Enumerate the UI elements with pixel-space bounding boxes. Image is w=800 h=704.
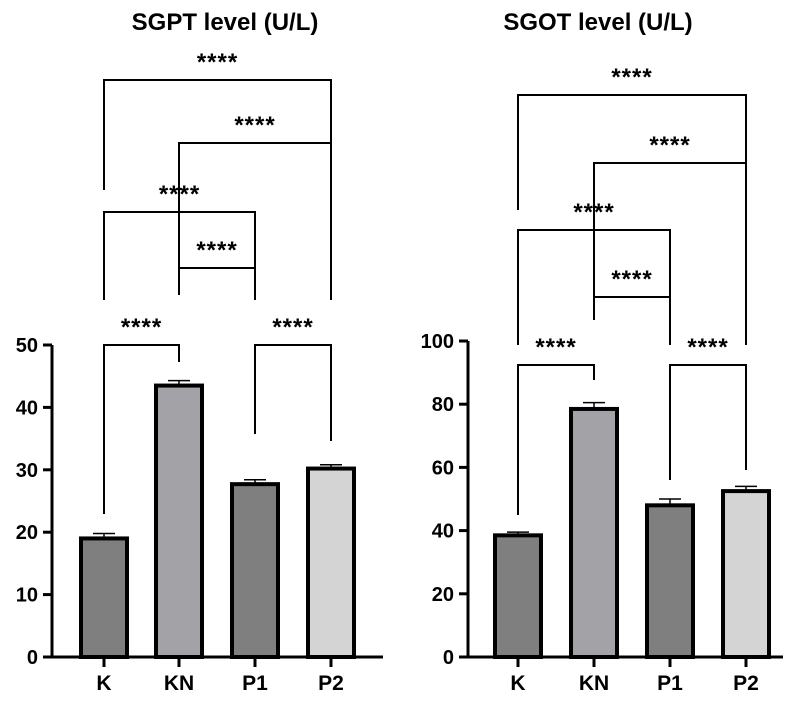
significance-bracket: [593, 296, 671, 320]
x-tick-label: P1: [657, 672, 683, 695]
bar-P1: [230, 482, 280, 660]
y-tick-label: 20: [16, 522, 38, 544]
bar-P2: [721, 489, 771, 659]
significance-label: ****: [611, 64, 652, 91]
bar-KN: [569, 406, 619, 659]
significance-label: ****: [535, 334, 576, 361]
significance-bracket: [593, 162, 747, 345]
x-tick-label: K: [96, 672, 111, 695]
significance-label: ****: [121, 314, 162, 341]
significance-bracket: [103, 79, 332, 190]
chart-title: SGPT level (U/L): [132, 9, 319, 36]
x-tick-label: K: [510, 672, 525, 695]
y-tick-label: 40: [432, 521, 454, 543]
y-tick-label: 50: [16, 335, 38, 357]
bar-P2: [306, 466, 356, 659]
significance-bracket: [103, 344, 180, 514]
y-tick-label: 20: [432, 584, 454, 606]
significance-bracket: [178, 267, 256, 295]
significance-label: ****: [272, 314, 313, 341]
significance-label: ****: [687, 334, 728, 361]
x-tick-label: KN: [579, 672, 609, 695]
chart-panel-1: SGPT level (U/L) 0 10 20 30 40 50 K KN P1 P2 **** **…: [16, 9, 383, 695]
bar-KN: [154, 383, 204, 659]
bar-K: [79, 536, 129, 659]
significance-label: ****: [196, 237, 237, 264]
chart-title: SGOT level (U/L): [503, 9, 692, 36]
significance-bracket: [669, 364, 747, 480]
significance-bracket: [517, 94, 747, 210]
chart-panel-2: SGOT level (U/L) 0 20 40 60 80 100 K KN P1 P2 **** *…: [421, 9, 783, 695]
y-tick-label: 30: [16, 460, 38, 482]
significance-label: ****: [234, 112, 275, 139]
y-tick-label: 10: [16, 585, 38, 607]
x-tick-label: KN: [164, 672, 194, 695]
significance-bracket: [254, 344, 332, 441]
y-tick-label: 60: [432, 457, 454, 479]
x-tick-label: P2: [733, 672, 759, 695]
significance-label: ****: [611, 266, 652, 293]
y-tick-label: 0: [27, 647, 38, 669]
bar-K: [493, 533, 543, 660]
x-tick-label: P1: [242, 672, 268, 695]
significance-bracket: [178, 142, 332, 300]
y-tick-label: 40: [16, 397, 38, 419]
significance-label: ****: [197, 49, 238, 76]
y-tick-label: 0: [443, 647, 454, 669]
x-tick-label: P2: [318, 672, 344, 695]
bar-P1: [645, 503, 695, 659]
y-tick-label: 80: [432, 394, 454, 416]
y-tick-label: 100: [421, 331, 454, 353]
significance-label: ****: [649, 132, 690, 159]
significance-bracket: [517, 364, 595, 515]
